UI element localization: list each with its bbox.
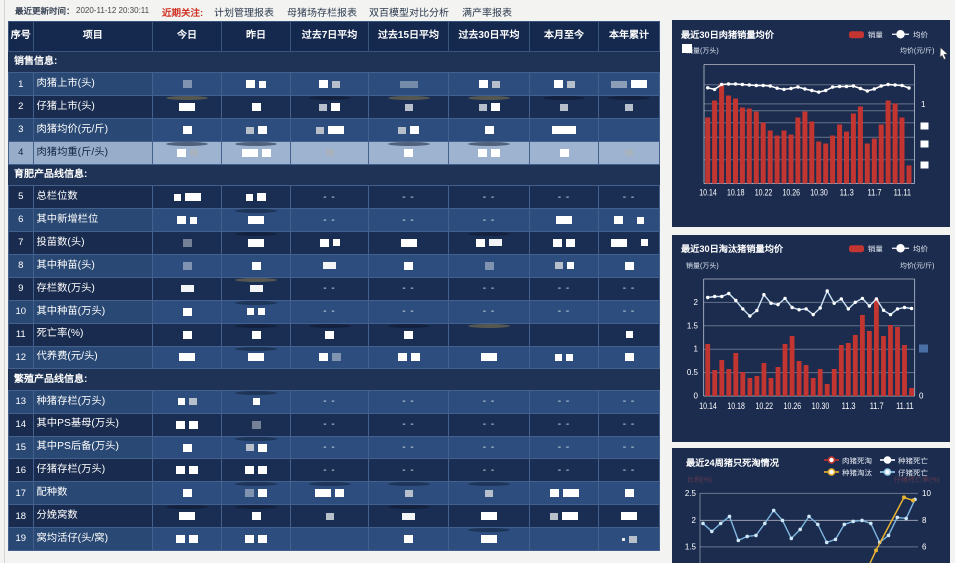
svg-text:10.22: 10.22 bbox=[755, 187, 773, 198]
svg-text:11.11: 11.11 bbox=[894, 187, 912, 198]
svg-text:10: 10 bbox=[922, 488, 931, 497]
svg-text:1: 1 bbox=[694, 344, 699, 353]
svg-text:10.26: 10.26 bbox=[784, 401, 802, 412]
svg-text:1: 1 bbox=[921, 100, 926, 109]
svg-text:11.7: 11.7 bbox=[870, 401, 884, 412]
svg-text:11.11: 11.11 bbox=[896, 401, 914, 412]
svg-text:10.22: 10.22 bbox=[755, 401, 773, 412]
svg-text:1.5: 1.5 bbox=[687, 321, 699, 330]
svg-text:8: 8 bbox=[922, 515, 927, 524]
svg-text:11.7: 11.7 bbox=[868, 187, 882, 198]
svg-text:2.5: 2.5 bbox=[685, 488, 697, 497]
svg-text:10.18: 10.18 bbox=[727, 187, 745, 198]
svg-text:6: 6 bbox=[922, 542, 927, 551]
svg-text:10.18: 10.18 bbox=[727, 401, 745, 412]
svg-text:2: 2 bbox=[692, 515, 697, 524]
svg-text:11.3: 11.3 bbox=[842, 401, 856, 412]
svg-text:0: 0 bbox=[919, 391, 924, 400]
svg-text:10.30: 10.30 bbox=[810, 187, 828, 198]
svg-text:0: 0 bbox=[694, 391, 699, 400]
svg-text:1.5: 1.5 bbox=[685, 542, 697, 551]
svg-text:10.26: 10.26 bbox=[783, 187, 801, 198]
svg-text:10.14: 10.14 bbox=[699, 187, 717, 198]
svg-text:2: 2 bbox=[694, 297, 699, 306]
svg-text:10.30: 10.30 bbox=[812, 401, 830, 412]
svg-text:10.14: 10.14 bbox=[699, 401, 717, 412]
svg-text:0.5: 0.5 bbox=[687, 368, 699, 377]
svg-text:11.3: 11.3 bbox=[840, 187, 854, 198]
